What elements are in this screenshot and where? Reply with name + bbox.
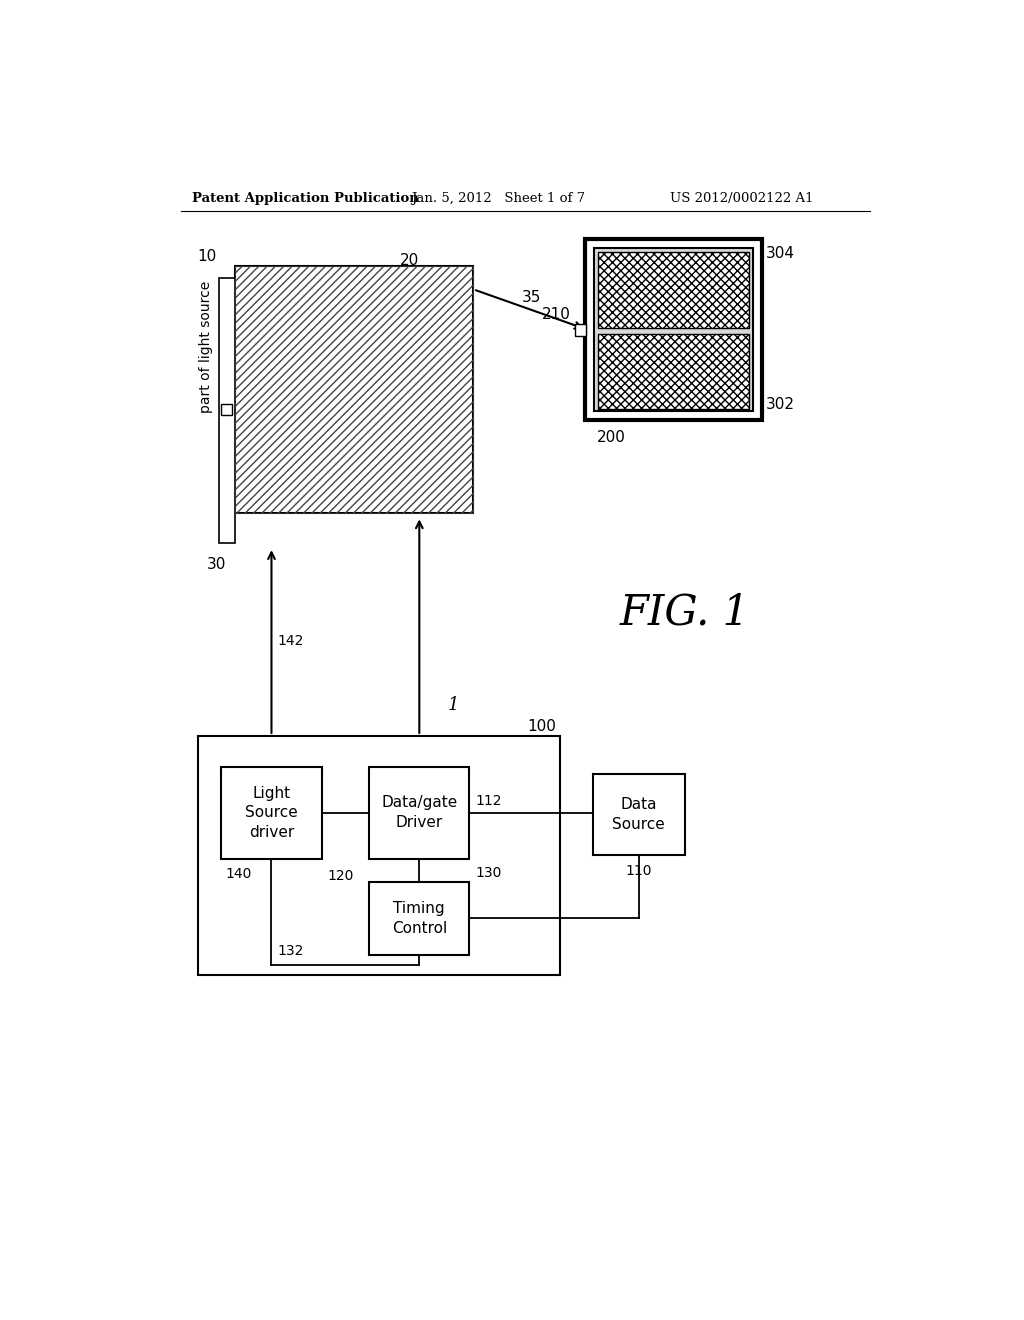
Text: 100: 100: [527, 719, 556, 734]
Bar: [221, 767, 322, 859]
Text: 130: 130: [475, 866, 502, 880]
Bar: [574, 323, 587, 335]
Bar: [598, 334, 749, 409]
Text: 112: 112: [475, 795, 502, 808]
Text: Jan. 5, 2012   Sheet 1 of 7: Jan. 5, 2012 Sheet 1 of 7: [412, 191, 586, 205]
Bar: [598, 252, 749, 327]
Text: part of light source: part of light source: [199, 281, 213, 413]
Text: 132: 132: [278, 944, 304, 958]
Bar: [219, 277, 234, 544]
Text: 142: 142: [278, 634, 304, 648]
Bar: [585, 239, 762, 420]
Text: 120: 120: [328, 869, 354, 883]
Bar: [234, 267, 473, 512]
Text: FIG. 1: FIG. 1: [620, 591, 750, 634]
Text: Data
Source: Data Source: [612, 797, 666, 832]
Text: Timing
Control: Timing Control: [392, 902, 446, 936]
Bar: [370, 882, 469, 956]
Text: Light
Source
driver: Light Source driver: [245, 785, 298, 841]
Bar: [221, 404, 232, 414]
Text: 30: 30: [207, 557, 226, 573]
Text: 304: 304: [766, 246, 795, 260]
Text: 35: 35: [522, 290, 542, 305]
Text: Data/gate
Driver: Data/gate Driver: [381, 796, 458, 830]
Text: 210: 210: [542, 308, 571, 322]
Text: US 2012/0002122 A1: US 2012/0002122 A1: [670, 191, 813, 205]
Text: 20: 20: [400, 252, 419, 268]
Bar: [593, 775, 685, 855]
Text: 140: 140: [225, 867, 252, 882]
Bar: [234, 267, 473, 512]
Text: Patent Application Publication: Patent Application Publication: [193, 191, 419, 205]
Bar: [370, 767, 469, 859]
Text: 200: 200: [596, 429, 626, 445]
Bar: [199, 737, 560, 974]
Text: 110: 110: [626, 863, 652, 878]
Bar: [594, 248, 753, 411]
Text: 302: 302: [766, 397, 795, 412]
Text: 1: 1: [449, 696, 460, 714]
Text: 10: 10: [198, 249, 217, 264]
